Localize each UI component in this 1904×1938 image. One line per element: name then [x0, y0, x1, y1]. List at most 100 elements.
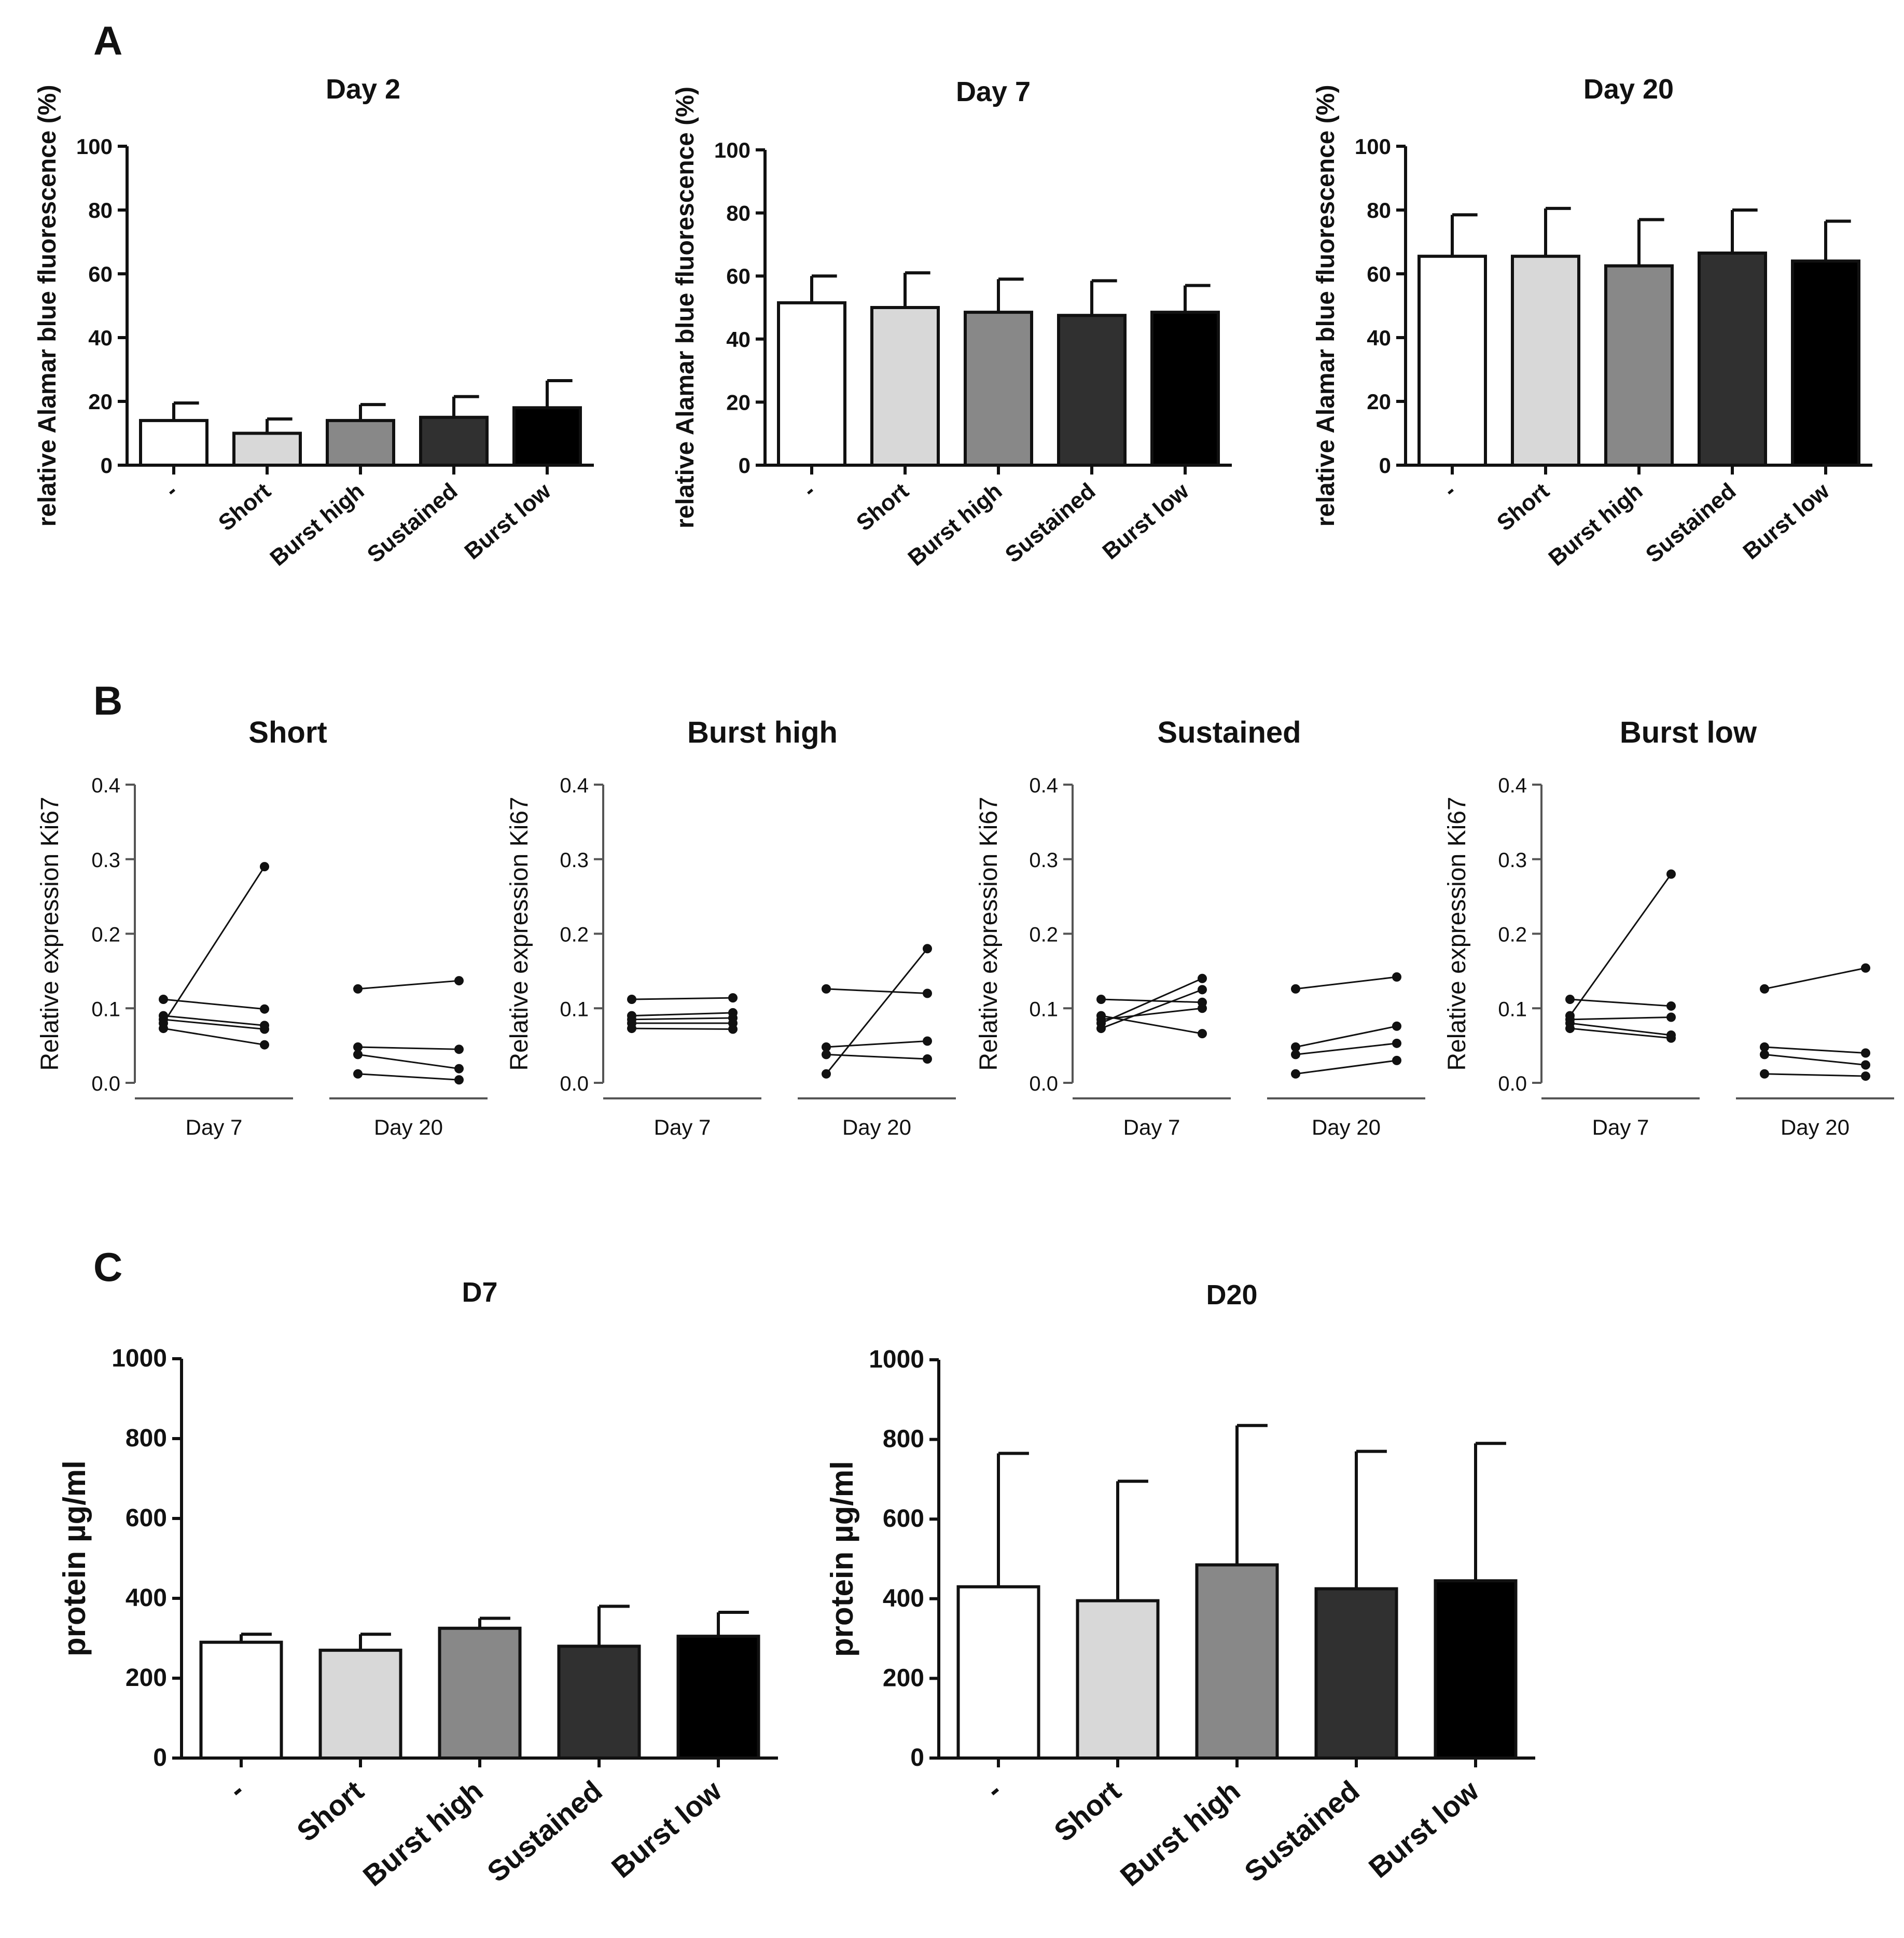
category-label: - — [798, 478, 821, 503]
pair-line — [1569, 1016, 1672, 1021]
category-label: Sustained — [1000, 478, 1101, 568]
data-point — [1291, 1050, 1300, 1059]
y-tick-label: 0.3 — [91, 849, 120, 872]
y-tick-label: 0.1 — [560, 998, 589, 1021]
y-tick-label: 0 — [1379, 453, 1391, 478]
pair-line — [1569, 1027, 1672, 1039]
data-point — [627, 1024, 636, 1034]
data-point — [1861, 1060, 1870, 1070]
data-point — [728, 1024, 738, 1034]
data-point — [1392, 1055, 1401, 1065]
chart-title: Burst low — [1620, 716, 1757, 749]
pair-line — [1569, 998, 1672, 1007]
y-tick-label: 0.3 — [1498, 849, 1527, 872]
y-tick-label: 20 — [1367, 389, 1391, 414]
bar — [199, 1640, 283, 1760]
data-point — [1198, 1029, 1207, 1039]
category-label: Short — [214, 478, 276, 536]
data-point — [1861, 1071, 1870, 1081]
category-label: Burst low — [605, 1774, 728, 1885]
pair-line — [163, 1015, 265, 1026]
y-tick-label: 0.2 — [1029, 924, 1058, 946]
bar — [1604, 264, 1674, 467]
y-tick-label: 100 — [714, 138, 751, 162]
group-label: Day 7 — [654, 1115, 711, 1139]
data-point — [260, 1040, 269, 1050]
pair-line — [631, 997, 733, 1000]
category-label: Burst high — [903, 478, 1007, 571]
bar — [1511, 255, 1580, 467]
data-point — [1096, 1024, 1106, 1034]
y-tick-label: 0.0 — [1498, 1072, 1527, 1095]
y-tick-label: 1000 — [869, 1346, 924, 1373]
bar — [1698, 252, 1767, 467]
category-label: Burst high — [1544, 478, 1647, 571]
bar — [956, 1585, 1040, 1760]
y-tick-label: 60 — [88, 262, 113, 286]
bar — [777, 301, 846, 467]
y-tick-label: 0.3 — [1029, 849, 1058, 872]
category-label: Short — [1048, 1774, 1127, 1848]
data-point — [822, 984, 831, 994]
data-point — [353, 1069, 363, 1079]
panel-letter-a: A — [93, 18, 122, 63]
group-label: Day 20 — [1781, 1115, 1850, 1139]
data-point — [260, 1024, 269, 1034]
chart-title: Day 2 — [326, 74, 400, 105]
category-label: Short — [852, 478, 914, 536]
y-tick-label: 40 — [88, 326, 113, 350]
category-label: Burst high — [265, 478, 369, 571]
y-tick-label: 0.1 — [1029, 998, 1058, 1021]
y-tick-label: 0.4 — [560, 774, 589, 797]
pair-line — [826, 1040, 928, 1048]
group-label: Day 7 — [1592, 1115, 1649, 1139]
y-tick-label: 400 — [883, 1585, 924, 1612]
group-label: Day 7 — [186, 1115, 243, 1139]
pair-line — [631, 1012, 733, 1017]
pair-line — [357, 980, 460, 990]
data-point — [1666, 1001, 1676, 1011]
group-label: Day 7 — [1123, 1115, 1180, 1139]
data-point — [1666, 1033, 1676, 1043]
category-label: Sustained — [1238, 1774, 1366, 1888]
y-tick-label: 0 — [910, 1744, 924, 1772]
data-point — [1392, 1038, 1401, 1048]
data-point — [822, 1069, 831, 1079]
y-tick-label: 0.2 — [1498, 924, 1527, 946]
pair-line — [1101, 978, 1203, 1024]
y-tick-label: 0.4 — [1029, 774, 1058, 797]
y-tick-label: 0.0 — [1029, 1072, 1058, 1095]
bar — [1195, 1563, 1279, 1760]
y-tick-label: 1000 — [112, 1345, 167, 1372]
chart-title: D7 — [462, 1277, 497, 1308]
pair-line — [1101, 1007, 1203, 1021]
data-point — [454, 1044, 464, 1054]
bar — [438, 1626, 522, 1760]
data-point — [1666, 869, 1676, 879]
pair-line — [1295, 976, 1397, 990]
data-point — [1760, 1069, 1769, 1079]
data-point — [923, 1036, 932, 1046]
y-axis-label: relative Alamar blue fluorescence (%) — [34, 85, 61, 527]
category-label: Sustained — [481, 1774, 608, 1888]
pair-line — [357, 1053, 460, 1070]
y-axis-label: Relative expression Ki67 — [1443, 797, 1471, 1070]
data-point — [1198, 985, 1207, 995]
chart-4: Burst high Relative expression Ki67 0.0 0.1… — [506, 716, 956, 1139]
panel-letter-b: B — [93, 678, 122, 723]
pair-line — [1101, 1015, 1203, 1035]
bar — [232, 431, 302, 467]
category-label: Burst low — [1097, 478, 1194, 565]
category-label: - — [222, 1774, 251, 1805]
data-point — [1565, 1024, 1575, 1034]
bar — [318, 1649, 402, 1760]
category-label: Sustained — [1641, 478, 1741, 568]
data-point — [1291, 1042, 1300, 1052]
bar — [326, 419, 395, 467]
y-tick-label: 600 — [126, 1504, 167, 1532]
category-label: Burst low — [1363, 1774, 1485, 1885]
group-label: Day 20 — [1312, 1115, 1381, 1139]
